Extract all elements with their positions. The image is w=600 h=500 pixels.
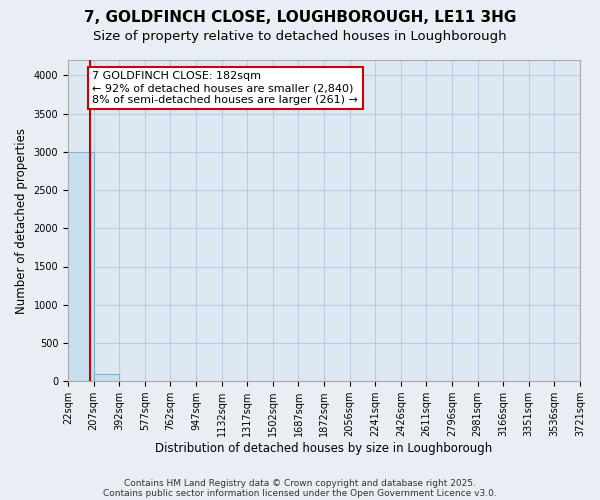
Bar (94, 374, 119, 381)
Text: 7 GOLDFINCH CLOSE: 182sqm
← 92% of detached houses are smaller (2,840)
8% of sem: 7 GOLDFINCH CLOSE: 182sqm ← 92% of detac… (92, 72, 358, 104)
X-axis label: Distribution of detached houses by size in Loughborough: Distribution of detached houses by size … (155, 442, 493, 455)
Text: 7, GOLDFINCH CLOSE, LOUGHBOROUGH, LE11 3HG: 7, GOLDFINCH CLOSE, LOUGHBOROUGH, LE11 3… (84, 10, 516, 25)
Text: Contains public sector information licensed under the Open Government Licence v3: Contains public sector information licen… (103, 488, 497, 498)
Text: Size of property relative to detached houses in Loughborough: Size of property relative to detached ho… (93, 30, 507, 43)
Bar (68, 152, 94, 381)
Text: Contains HM Land Registry data © Crown copyright and database right 2025.: Contains HM Land Registry data © Crown c… (124, 478, 476, 488)
Y-axis label: Number of detached properties: Number of detached properties (15, 128, 28, 314)
